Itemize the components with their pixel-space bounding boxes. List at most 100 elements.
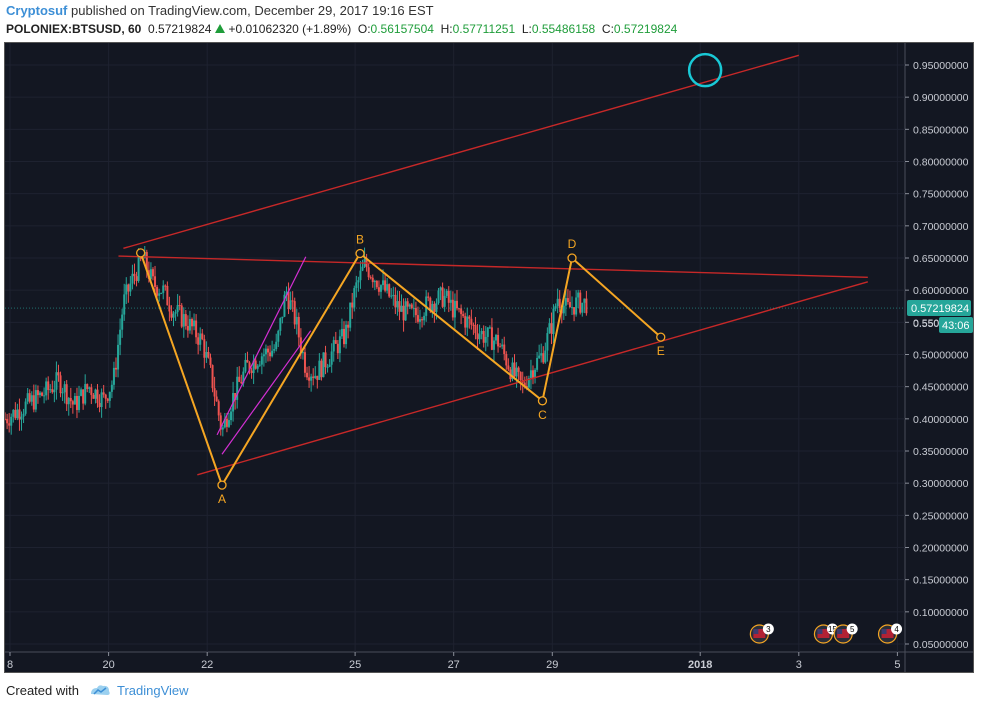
candle-body [41, 392, 44, 396]
wave-label-d: D [568, 237, 577, 251]
candle-body [149, 269, 152, 280]
open-value: 0.56157504 [370, 22, 434, 36]
low-label: L: [521, 22, 532, 36]
candle-body [501, 344, 504, 347]
candle-body [6, 419, 9, 424]
candle-body [121, 314, 124, 330]
candle-body [108, 391, 111, 401]
candle-body [158, 293, 161, 296]
candle-body [65, 384, 68, 405]
candle-body [264, 348, 267, 355]
candle-body [573, 307, 576, 315]
candle-body [225, 418, 228, 427]
candle-body [98, 402, 101, 408]
candle-body [106, 398, 109, 401]
candle-body [482, 331, 485, 343]
price-tag-label: 0.57219824 [911, 303, 969, 315]
candle-body [160, 292, 163, 294]
candle-body [410, 304, 413, 309]
candle-body [88, 387, 91, 389]
price-chart[interactable]: 0.05000000 0.10000000 0.15000000 0.20000000… [5, 43, 973, 672]
candle-body [303, 352, 306, 373]
candle-body [384, 280, 387, 291]
candle-body [238, 376, 241, 382]
candle-body [396, 301, 399, 308]
flag-stripes-icon [881, 629, 894, 638]
author-link[interactable]: Cryptosuf [6, 3, 68, 18]
flag-canton-icon [753, 629, 759, 634]
candle-body [330, 351, 333, 365]
tradingview-link[interactable]: TradingView [117, 683, 189, 698]
candle-body [507, 365, 510, 370]
candle-body [451, 299, 454, 318]
candle-body [546, 333, 549, 351]
candle-body [178, 305, 181, 307]
event-count-label: 3 [766, 625, 771, 634]
candle-body [123, 294, 126, 315]
candle-body [258, 364, 261, 366]
candle-body [112, 367, 115, 385]
candle-body [353, 288, 356, 308]
candle-body [180, 305, 183, 327]
wave-label-a: A [218, 492, 226, 506]
candle-body [28, 393, 31, 402]
trendline-flat-resistance [118, 255, 868, 278]
candle-body [497, 334, 500, 347]
candle-body [361, 266, 364, 271]
candle-body [213, 388, 216, 397]
y-tick-label: 0.65000000 [913, 253, 969, 265]
candle-body [542, 353, 545, 363]
candle-body [571, 307, 574, 309]
y-tick-label: 0.95000000 [913, 60, 969, 72]
publish-line: Cryptosuf published on TradingView.com, … [6, 3, 434, 18]
candle-body [129, 283, 132, 292]
candle-body [20, 416, 23, 420]
y-tick-label: 0.30000000 [913, 478, 969, 490]
candle-body [466, 316, 469, 328]
candle-body [441, 287, 444, 307]
candle-body [332, 340, 335, 352]
candle-body [133, 273, 136, 277]
candle-body [287, 291, 290, 310]
chart-panel[interactable]: 0.05000000 0.10000000 0.15000000 0.20000000… [4, 42, 974, 673]
candle-body [197, 337, 200, 345]
candle-body [404, 301, 407, 321]
candle-body [24, 401, 27, 414]
candle-body [271, 350, 274, 357]
candle-body [531, 370, 534, 378]
candle-body [100, 392, 103, 408]
candle-body [470, 318, 473, 325]
x-tick-label: 3 [796, 659, 802, 671]
wave-point-marker [217, 480, 227, 490]
candle-body [297, 316, 300, 338]
candle-body [566, 298, 569, 303]
candle-body [78, 395, 81, 410]
candle-body [402, 305, 405, 321]
candle-body [182, 314, 185, 327]
flag-canton-icon [881, 629, 887, 634]
candle-body [156, 286, 159, 296]
abcde-pattern-line [139, 251, 662, 488]
candle-body [455, 300, 458, 309]
candle-body [295, 316, 298, 325]
candle-body [577, 292, 580, 298]
candle-body [262, 354, 265, 357]
tradingview-logo-icon[interactable] [88, 682, 112, 698]
candle-body [8, 423, 11, 426]
y-tick-label: 0.20000000 [913, 543, 969, 555]
candle-body [135, 276, 138, 281]
candle-body [201, 333, 204, 340]
candle-body [234, 393, 237, 400]
candle-body [119, 329, 122, 345]
wave-label-c: C [538, 408, 547, 422]
candle-body [47, 381, 50, 390]
candle-body [254, 360, 257, 369]
wave-point-marker [567, 253, 577, 263]
y-tick-label: 0.10000000 [913, 607, 969, 619]
candle-body [462, 314, 465, 317]
candle-body [184, 314, 187, 326]
candle-body [568, 302, 571, 308]
y-tick-label: 0.90000000 [913, 92, 969, 104]
candle-body [324, 352, 327, 368]
candle-body [61, 392, 64, 394]
